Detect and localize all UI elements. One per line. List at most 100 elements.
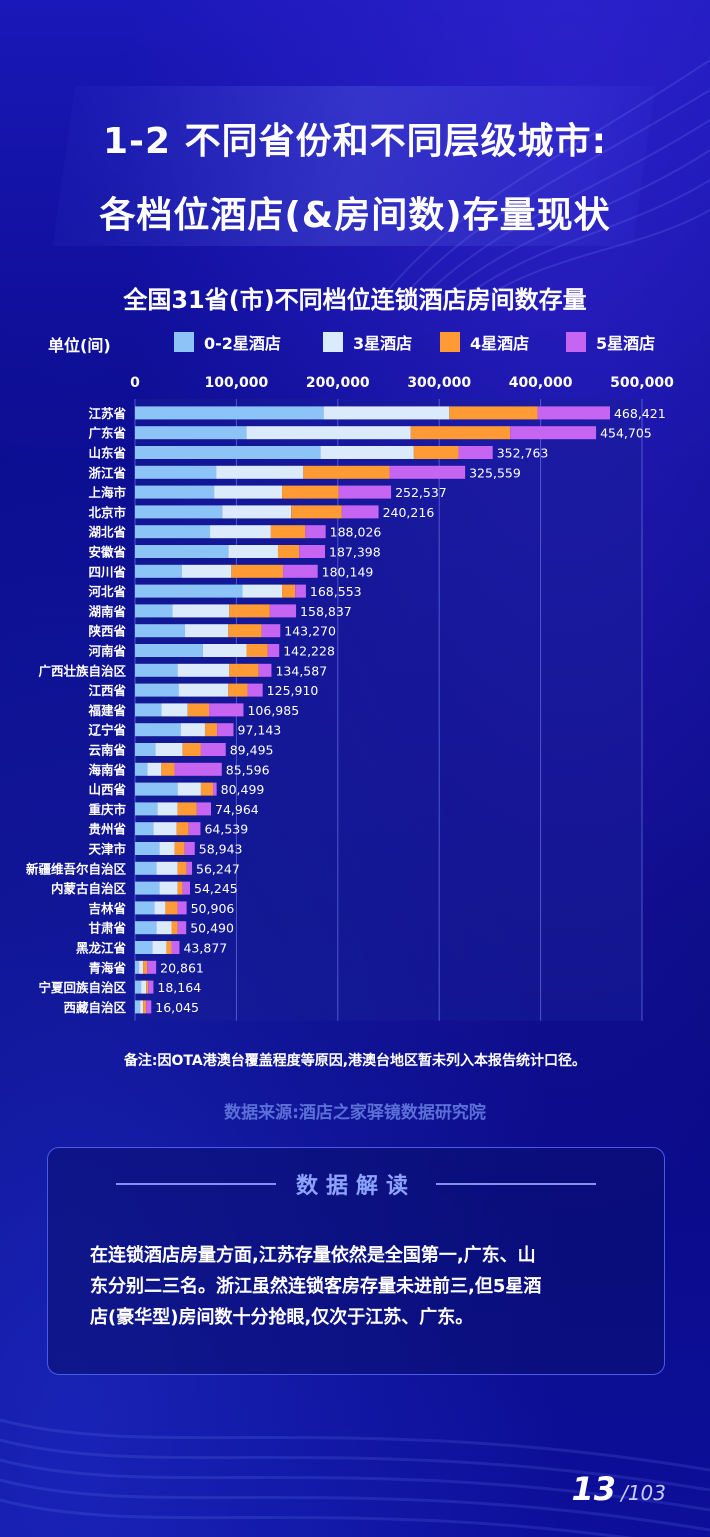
bar-segment xyxy=(135,782,178,796)
stacked-bar-chart: 0 100,000 200,000 300,000 400,000 500,000 江苏省 4… xyxy=(26,375,674,1021)
legend-swatch-4star xyxy=(440,332,460,352)
bar-segment xyxy=(188,822,201,836)
bar-segment xyxy=(231,564,284,578)
category-label: 黑龙江省 xyxy=(76,941,127,956)
bar-segment xyxy=(222,505,292,519)
category-label: 山东省 xyxy=(88,446,126,461)
bar-segment xyxy=(135,921,157,935)
bar-segment xyxy=(282,584,296,598)
bar-segment xyxy=(171,921,178,935)
bar-segment xyxy=(147,960,157,974)
bar-total-label: 252,537 xyxy=(395,485,447,500)
category-label: 辽宁省 xyxy=(88,723,126,738)
category-label: 青海省 xyxy=(88,960,126,975)
bar-total-label: 50,906 xyxy=(191,901,235,916)
bar-segment xyxy=(242,584,283,598)
bar-segment xyxy=(537,406,610,420)
bar-segment xyxy=(143,960,148,974)
bar-total-label: 158,837 xyxy=(300,604,352,619)
bar-total-label: 50,490 xyxy=(190,921,234,936)
legend-swatch-3star xyxy=(323,332,343,352)
legend-item-0-2star: 0-2星酒店 xyxy=(174,330,281,354)
bar-segment xyxy=(174,762,222,776)
bar-segment xyxy=(166,941,172,954)
bar-segment xyxy=(204,723,218,737)
bar-segment xyxy=(135,545,229,558)
bar-segment xyxy=(247,683,263,697)
bar-segment xyxy=(171,941,180,954)
bar-segment xyxy=(187,703,210,717)
bar-segment xyxy=(267,644,280,657)
bar-total-label: 134,587 xyxy=(275,663,327,678)
bar-segment xyxy=(156,921,172,935)
bar-segment xyxy=(135,406,324,420)
bar-total-label: 54,245 xyxy=(194,881,238,896)
bar-total-label: 16,045 xyxy=(155,1000,199,1015)
bar-segment xyxy=(213,782,217,796)
bar-segment xyxy=(135,960,140,974)
bar-segment xyxy=(140,1000,144,1014)
bar-segment xyxy=(135,446,321,459)
bar-segment xyxy=(135,604,173,618)
bar-segment xyxy=(449,406,538,420)
bar-segment xyxy=(177,782,201,796)
bar-segment xyxy=(135,426,247,440)
bar-total-label: 240,216 xyxy=(383,505,435,520)
bar-total-label: 74,964 xyxy=(215,802,259,817)
legend-item-4star: 4星酒店 xyxy=(440,330,529,354)
chart-title: 全国31省(市)不同档位连锁酒店房间数存量 xyxy=(123,286,587,314)
legend-label-4star: 4星酒店 xyxy=(470,334,530,353)
bar-total-label: 106,985 xyxy=(247,703,299,718)
bar-segment xyxy=(135,584,243,598)
bar-total-label: 58,943 xyxy=(199,842,243,857)
panel-text-line-2: 东分别二三名。浙江虽然连锁客房存量未进前三,但5星酒 xyxy=(90,1276,542,1297)
category-label: 广东省 xyxy=(88,426,126,441)
bar-segment xyxy=(135,881,160,895)
bar-segment xyxy=(143,1000,147,1014)
x-tick-label: 400,000 xyxy=(509,375,573,391)
category-label: 内蒙古自治区 xyxy=(51,881,127,896)
bar-segment xyxy=(323,406,450,420)
bar-segment xyxy=(291,505,342,519)
bar-segment xyxy=(146,980,149,994)
bar-segment xyxy=(135,723,181,737)
bar-segment xyxy=(413,446,459,459)
bar-segment xyxy=(135,901,155,915)
category-label: 湖南省 xyxy=(88,604,126,619)
bar-segment xyxy=(228,545,278,558)
bar-segment xyxy=(159,881,178,895)
bar-segment xyxy=(341,505,379,519)
bar-segment xyxy=(186,861,193,875)
legend-label-5star: 5星酒店 xyxy=(596,334,656,353)
category-label: 重庆市 xyxy=(88,802,126,817)
category-label: 天津市 xyxy=(88,842,126,857)
bar-segment xyxy=(181,564,232,578)
bar-segment xyxy=(153,822,177,836)
bar-total-label: 352,763 xyxy=(497,446,549,461)
bar-segment xyxy=(135,822,154,836)
bar-total-label: 454,705 xyxy=(600,426,652,441)
legend-swatch-5star xyxy=(566,332,586,352)
bar-segment xyxy=(177,921,187,935)
bar-segment xyxy=(146,1000,152,1014)
bar-total-label: 325,559 xyxy=(469,465,521,480)
bar-segment xyxy=(135,1000,141,1014)
bar-segment xyxy=(202,644,247,657)
bar-segment xyxy=(320,446,414,459)
panel-text-line-3: 店(豪华型)房间数十分抢眼,仅次于江苏、广东。 xyxy=(90,1307,474,1328)
bar-total-label: 187,398 xyxy=(329,545,381,560)
bar-total-label: 43,877 xyxy=(183,941,227,956)
bar-segment xyxy=(135,703,162,717)
category-label: 贵州省 xyxy=(88,822,126,837)
panel-body: 在连锁酒店房量方面,江苏存量依然是全国第一,广东、山 东分别二三名。浙江虽然连锁… xyxy=(90,1240,630,1333)
bar-segment xyxy=(135,505,223,519)
category-label: 上海市 xyxy=(88,485,126,500)
page-title-line2: 各档位酒店(&房间数)存量现状 xyxy=(99,195,611,236)
bar-segment xyxy=(177,861,187,875)
bar-segment xyxy=(283,564,318,578)
category-label: 云南省 xyxy=(88,743,126,758)
category-label: 甘肃省 xyxy=(88,921,126,936)
bar-segment xyxy=(510,426,597,440)
bar-segment xyxy=(269,604,297,618)
bar-segment xyxy=(305,525,326,539)
